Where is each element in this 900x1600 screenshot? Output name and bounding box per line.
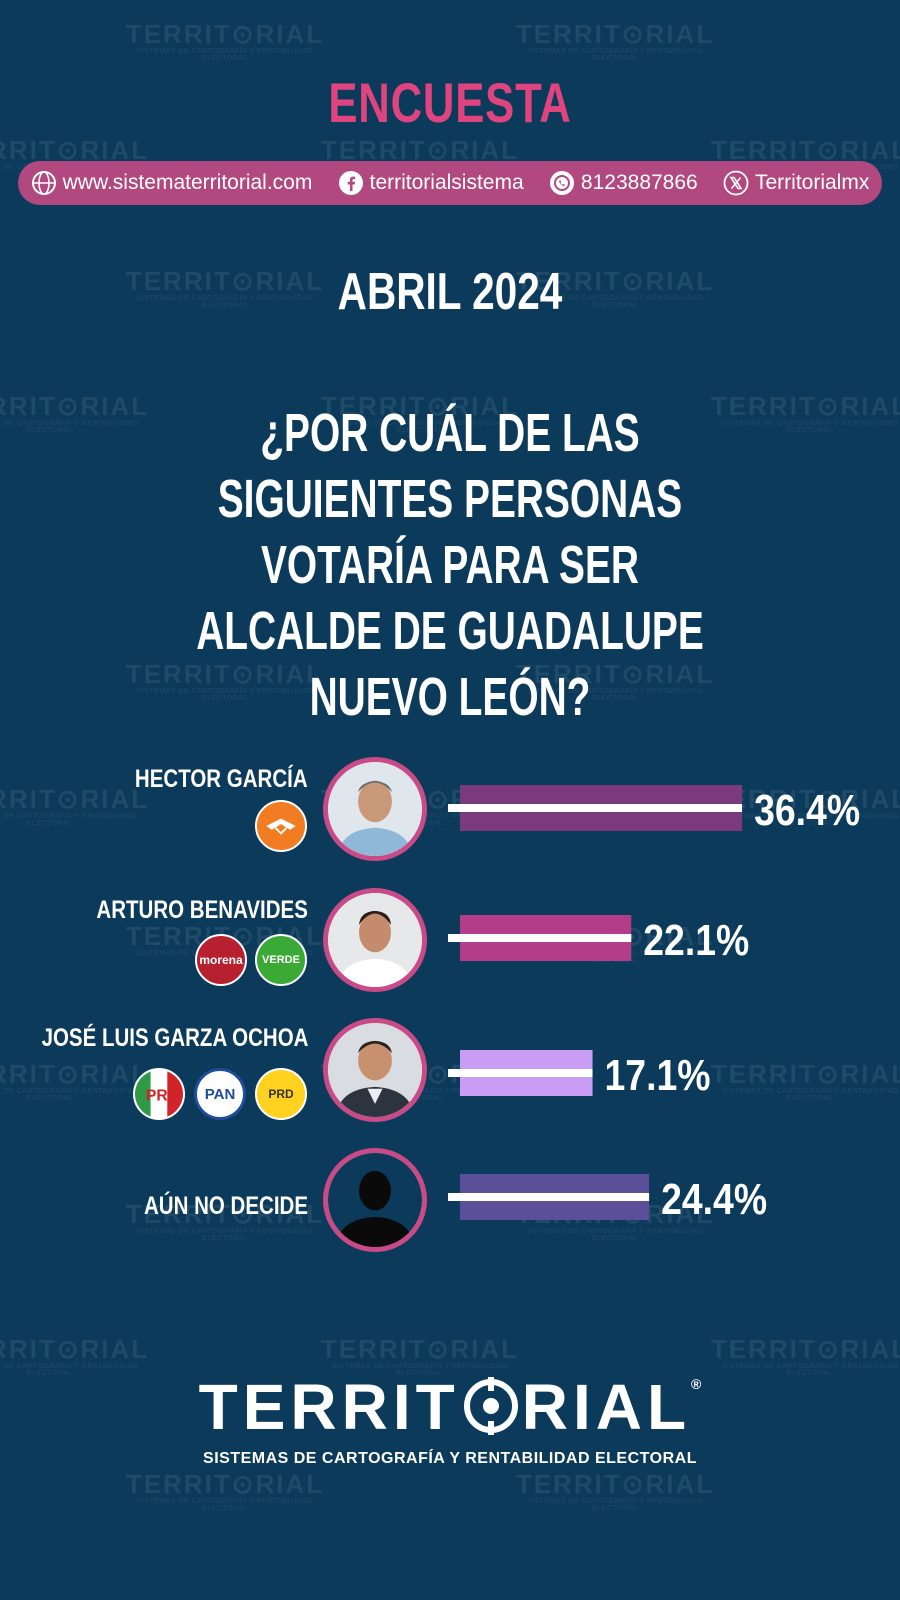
candidate-photo-2 — [323, 888, 427, 992]
prd-logo: PRD — [255, 1068, 307, 1120]
verde-logo-text: VERDE — [262, 954, 300, 966]
undecided-silhouette — [323, 1148, 427, 1252]
globe-icon — [31, 170, 57, 196]
candidate-photo-1 — [323, 757, 427, 861]
candidate-name-3: JOSÉ LUIS GARZA OCHOA — [41, 1024, 308, 1052]
pri-logo-text: PRI — [146, 1087, 172, 1104]
pan-logo: PAN — [194, 1068, 246, 1120]
target-icon — [463, 1377, 518, 1435]
value-label-3: 17.1% — [605, 1051, 711, 1100]
contact-bar: www.sistematerritorial.com territorialsi… — [18, 161, 882, 205]
candidate-photo-3 — [323, 1018, 427, 1122]
bar-stripe-4 — [448, 1193, 650, 1201]
movimiento-ciudadano-logo — [255, 800, 307, 852]
candidate-name-4: AÚN NO DECIDE — [143, 1192, 308, 1220]
x-link[interactable]: Territorialmx — [723, 170, 869, 196]
facebook-link[interactable]: territorialsistema — [338, 170, 524, 196]
survey-question: ¿POR CUÁL DE LAS SIGUIENTES PERSONAS VOT… — [196, 403, 704, 727]
facebook-text: territorialsistema — [369, 171, 524, 194]
pri-logo: PRI — [133, 1068, 185, 1120]
website-text: www.sistematerritorial.com — [62, 171, 313, 194]
whatsapp-link[interactable]: 8123887866 — [549, 170, 698, 196]
morena-logo: morena — [195, 934, 247, 986]
candidate-name-1: HECTOR GARCÍA — [135, 765, 308, 793]
survey-month: ABRIL 2024 — [337, 263, 563, 321]
bar-stripe-2 — [448, 934, 632, 942]
whatsapp-icon — [549, 170, 575, 196]
verde-logo: VERDE — [255, 934, 307, 986]
whatsapp-text: 8123887866 — [580, 171, 698, 194]
page-title: ENCUESTA — [328, 71, 572, 134]
x-text: Territorialmx — [754, 171, 870, 194]
brand-text-left: TERRIT — [198, 1371, 460, 1443]
pan-logo-text: PAN — [204, 1085, 236, 1103]
registered-mark: ® — [691, 1376, 702, 1392]
morena-logo-text: morena — [199, 953, 243, 967]
candidate-name-2: ARTURO BENAVIDES — [96, 896, 308, 924]
territorial-logo: TERRIT RIAL® — [0, 1370, 900, 1444]
bar-stripe-3 — [448, 1069, 593, 1077]
value-label-2: 22.1% — [643, 916, 749, 965]
facebook-icon — [338, 170, 364, 196]
value-label-1: 36.4% — [754, 786, 860, 835]
value-label-4: 24.4% — [661, 1175, 767, 1224]
prd-logo-text: PRD — [268, 1087, 294, 1101]
x-icon — [723, 170, 749, 196]
brand-text-right: RIAL — [521, 1371, 692, 1443]
bar-stripe-1 — [448, 804, 743, 812]
brand-tagline: SISTEMAS DE CARTOGRAFÍA Y RENTABILIDAD E… — [203, 1450, 697, 1467]
website-link[interactable]: www.sistematerritorial.com — [31, 170, 313, 196]
